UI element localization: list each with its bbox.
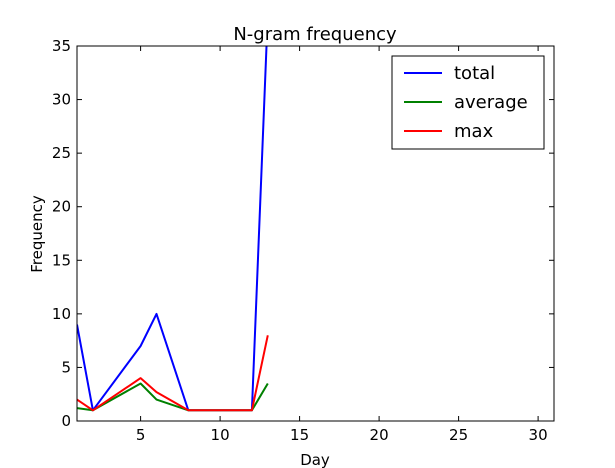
x-tick-label: 15: [290, 426, 309, 444]
y-tick-label: 15: [52, 251, 71, 269]
series-line-total: [77, 46, 268, 412]
x-tick-label: 30: [529, 426, 548, 444]
x-tick-label: 25: [449, 426, 468, 444]
series-line-max: [77, 335, 269, 412]
x-tick-label: 5: [136, 426, 146, 444]
plot-area: 5 10 15 20 25 30 0 5 10 15 20 25 30 35: [52, 37, 555, 444]
y-tick-label: 5: [61, 358, 71, 376]
y-tick-label: 30: [52, 91, 71, 109]
plot-frame: [76, 45, 555, 422]
y-tick-label: 35: [52, 37, 71, 55]
x-tick-label: 20: [370, 426, 389, 444]
legend-label-total: total: [454, 63, 495, 84]
legend-label-average: average: [454, 92, 528, 113]
y-tick-label: 0: [61, 412, 71, 430]
legend: total average max: [391, 55, 545, 150]
x-axis-label: Day: [300, 451, 330, 468]
chart-title: N-gram frequency: [233, 24, 397, 45]
y-tick-label: 10: [52, 305, 71, 323]
y-tick-label: 25: [52, 144, 71, 162]
legend-label-max: max: [454, 121, 494, 142]
y-tick-label: 20: [52, 198, 71, 216]
y-axis-label: Frequency: [28, 195, 46, 273]
x-tick-label: 10: [211, 426, 230, 444]
series-line-average: [77, 382, 269, 412]
